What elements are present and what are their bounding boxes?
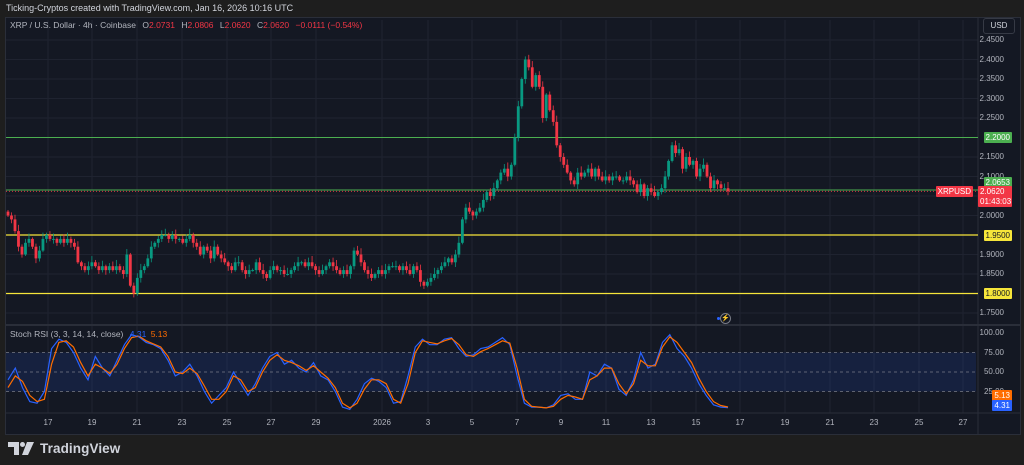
last-price-value: 2.0620 [980,187,1005,196]
price-tick-label: 2.3000 [979,93,1004,103]
time-tick-label: 17 [735,418,745,427]
resistance-price-tag: 2.2000 [983,132,1012,143]
time-tick-label: 21 [825,418,835,427]
chart-frame[interactable] [5,17,1021,435]
time-tick-label: 11 [601,418,611,427]
tradingview-wordmark: TradingView [40,441,121,456]
price-tick-label: 2.3500 [979,74,1004,83]
stoch-d-axis-tag: 5.13 [992,390,1012,401]
time-tick-label: 15 [691,418,701,427]
stoch-k-value: 4.31 [129,329,147,339]
time-tick-label: 25 [222,418,232,427]
support-1-price-tag: 1.9500 [983,230,1012,241]
price-tick-label: 2.0000 [979,210,1004,220]
symbol-legend: XRP / U.S. Dollar · 4h · Coinbase O2.073… [10,20,363,30]
indicator-tick-label: 50.00 [983,367,1004,376]
indicator-tick-label: 100.00 [979,328,1004,337]
time-tick-label: 5 [469,418,475,427]
chart-caption: Ticking-Cryptos created with TradingView… [6,3,294,13]
last-price-tag: 2.0620 01:43:03 [978,186,1012,207]
price-tick-label: 2.2500 [979,113,1004,122]
bar-countdown: 01:43:03 [980,196,1012,206]
price-tick-label: 2.4000 [979,54,1004,64]
level-price-tag: 2.0653 [983,177,1012,188]
time-tick-label: 17 [43,418,53,427]
time-tick-label: 27 [266,418,276,427]
lightning-event-icon[interactable]: ⚡ [720,313,731,324]
time-tick-label: 7 [514,418,520,427]
support-2-price-tag: 1.8000 [983,288,1012,299]
price-tick-label: 2.1500 [979,152,1004,161]
indicator-tick-label: 75.00 [983,347,1004,357]
low-value: 2.0620 [224,20,251,30]
candlesticks[interactable] [6,54,730,298]
stoch-d-value: 5.13 [150,329,168,339]
stoch-d-line [7,335,729,409]
tradingview-logo-icon [8,442,34,455]
tradingview-logo: TradingView [8,441,120,456]
time-tick-label: 2026 [373,418,391,427]
time-tick-label: 23 [869,418,879,427]
indicator-legend: Stoch RSI (3, 3, 14, 14, close) 4.31 5.1… [10,329,167,339]
time-tick-label: 21 [132,418,142,427]
time-tick-label: 29 [311,418,321,427]
open-value: 2.0731 [148,20,175,30]
symbol-name[interactable]: XRP / U.S. Dollar · 4h · Coinbase [10,20,136,30]
price-tick-label: 1.9000 [979,249,1004,259]
price-tick-label: 2.1000 [979,171,1004,181]
time-tick-label: 3 [425,418,431,427]
price-tick-label: 2.4500 [979,35,1004,44]
time-tick-label: 19 [87,418,97,427]
event-marker-dot [717,317,720,320]
top-caption-bar: Ticking-Cryptos created with TradingView… [0,0,1024,17]
stoch-k-axis-tag: 4.31 [992,400,1012,411]
indicator-name[interactable]: Stoch RSI (3, 3, 14, 14, close) [10,329,124,339]
price-tick-label: 1.7500 [979,308,1004,317]
time-tick-label: 9 [558,418,564,427]
price-tick-label: 1.8500 [979,269,1004,278]
close-value: 2.0620 [263,20,290,30]
stoch-band [6,352,978,392]
time-tick-label: 13 [646,418,656,427]
time-tick-label: 19 [780,418,790,427]
symbol-price-tag: XRPUSD [935,186,973,197]
time-tick-label: 23 [177,418,187,427]
high-value: 2.0806 [187,20,214,30]
currency-selector[interactable]: USD [983,18,1015,34]
change-value: −0.0111 (−0.54%) [295,20,363,30]
stoch-k-line [7,333,729,411]
time-tick-label: 25 [914,418,924,427]
time-tick-label: 27 [958,418,968,427]
